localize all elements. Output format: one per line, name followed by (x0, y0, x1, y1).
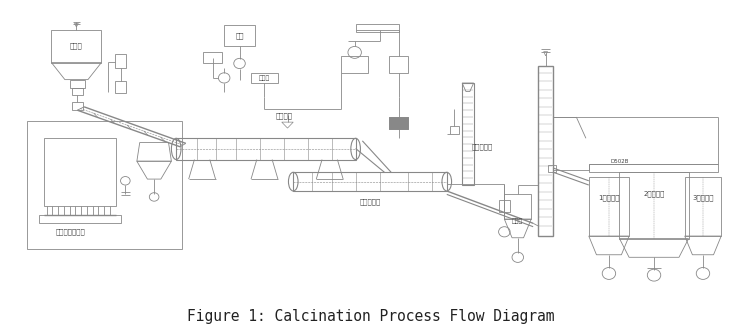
Bar (115, 81, 126, 93)
Bar (499, 200, 510, 212)
Bar (505, 193, 531, 219)
Bar (389, 117, 408, 129)
Bar (685, 177, 721, 236)
Text: 1＃煅后仓: 1＃煅后仓 (598, 194, 619, 201)
Text: 重油: 重油 (236, 32, 244, 39)
Bar (225, 25, 255, 46)
Bar (72, 88, 83, 95)
Text: D502B: D502B (611, 159, 628, 164)
Text: 间接冷却水: 间接冷却水 (472, 144, 493, 150)
Text: 2＃煅后仓: 2＃煅后仓 (643, 190, 665, 197)
Text: Figure 1: Calcination Process Flow Diagram: Figure 1: Calcination Process Flow Diagr… (187, 309, 554, 324)
Bar (589, 164, 718, 172)
Text: 直接冷却水: 直接冷却水 (359, 199, 381, 205)
Bar (450, 126, 459, 134)
Text: 电动葫芦: 电动葫芦 (275, 112, 292, 119)
Text: 收料仓: 收料仓 (512, 218, 523, 223)
Text: 流量计: 流量计 (259, 75, 270, 81)
Bar (293, 172, 447, 191)
Bar (203, 52, 222, 62)
Bar (589, 177, 629, 236)
Bar (27, 121, 182, 249)
Bar (538, 66, 554, 236)
Bar (342, 56, 368, 73)
Bar (72, 102, 83, 110)
Text: 燃气至余热锅炉: 燃气至余热锅炉 (56, 228, 85, 235)
Text: 3＃煅后仓: 3＃煅后仓 (692, 194, 714, 201)
Bar (389, 117, 408, 129)
Bar (389, 56, 408, 73)
Bar (462, 83, 473, 185)
Bar (251, 73, 278, 83)
Bar (548, 165, 556, 172)
Bar (115, 54, 126, 68)
Bar (70, 79, 85, 88)
Bar (356, 23, 399, 32)
Bar (176, 138, 356, 160)
Bar (44, 138, 116, 206)
Bar (51, 30, 102, 62)
Bar (39, 215, 121, 223)
Bar (619, 172, 688, 238)
Text: 原料仓: 原料仓 (70, 42, 83, 49)
